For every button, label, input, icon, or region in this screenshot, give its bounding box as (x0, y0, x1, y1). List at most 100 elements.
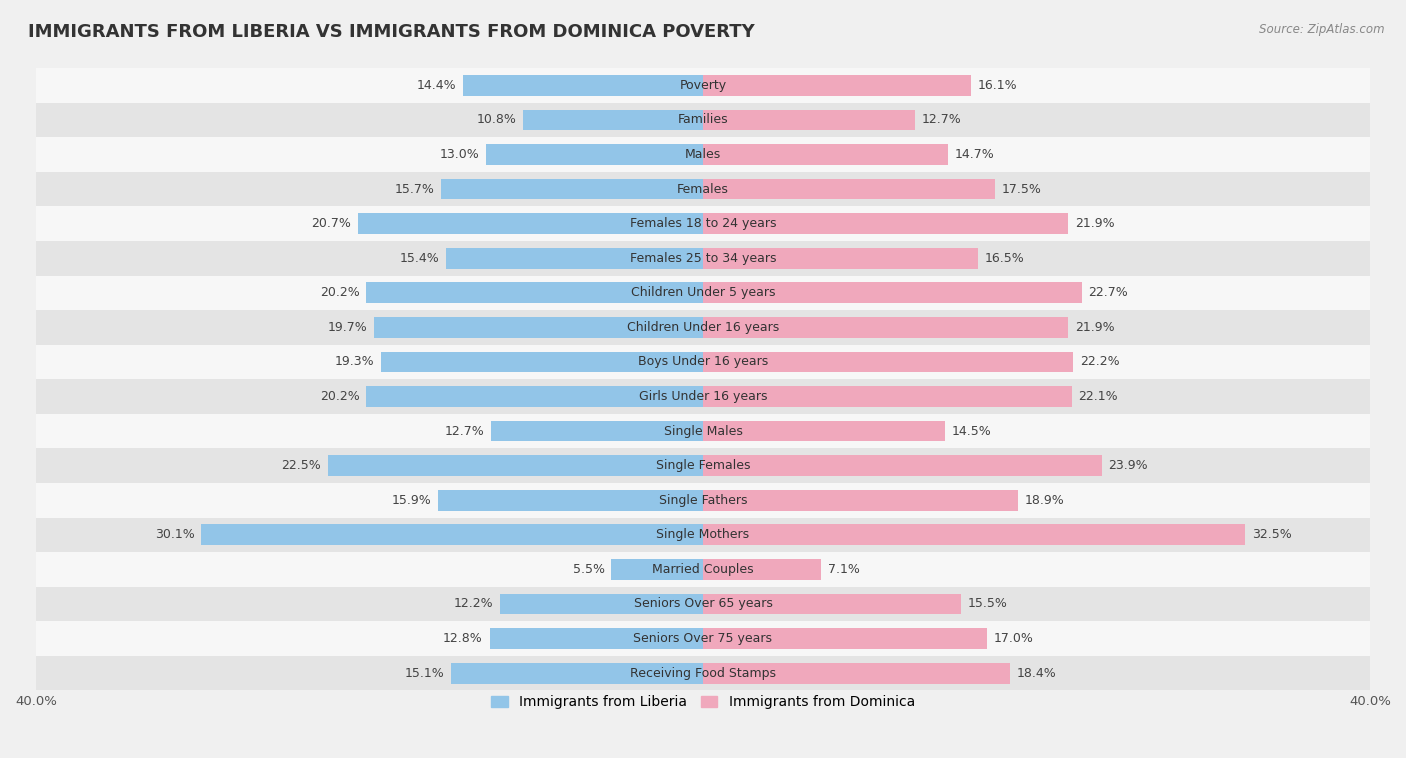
Bar (703, 179, 995, 199)
Text: Girls Under 16 years: Girls Under 16 years (638, 390, 768, 403)
Bar (37, 622, 1369, 656)
Bar (703, 248, 979, 268)
Text: 18.9%: 18.9% (1025, 493, 1064, 507)
Text: Poverty: Poverty (679, 79, 727, 92)
Text: 20.2%: 20.2% (319, 287, 360, 299)
Bar (703, 110, 915, 130)
Text: Single Males: Single Males (664, 424, 742, 437)
Bar (37, 310, 1369, 345)
Bar (703, 594, 962, 615)
Text: 12.8%: 12.8% (443, 632, 482, 645)
Text: Receiving Food Stamps: Receiving Food Stamps (630, 666, 776, 680)
Text: 18.4%: 18.4% (1017, 666, 1056, 680)
Bar (37, 172, 1369, 206)
Bar (37, 68, 1369, 102)
Bar (703, 628, 987, 649)
Bar (366, 283, 703, 303)
Text: 19.3%: 19.3% (335, 356, 374, 368)
Bar (523, 110, 703, 130)
Bar (463, 75, 703, 96)
Text: Single Fathers: Single Fathers (659, 493, 747, 507)
Bar (703, 75, 972, 96)
Text: 21.9%: 21.9% (1076, 321, 1115, 334)
Text: Children Under 5 years: Children Under 5 years (631, 287, 775, 299)
Bar (491, 421, 703, 441)
Text: Males: Males (685, 148, 721, 161)
Bar (703, 386, 1071, 407)
Text: 16.5%: 16.5% (984, 252, 1025, 265)
Bar (703, 525, 1244, 545)
Text: 12.7%: 12.7% (921, 114, 962, 127)
Text: IMMIGRANTS FROM LIBERIA VS IMMIGRANTS FROM DOMINICA POVERTY: IMMIGRANTS FROM LIBERIA VS IMMIGRANTS FR… (28, 23, 755, 41)
Bar (37, 414, 1369, 449)
Bar (37, 345, 1369, 379)
Text: Seniors Over 75 years: Seniors Over 75 years (634, 632, 772, 645)
Bar (703, 213, 1069, 234)
Bar (703, 559, 821, 580)
Text: Females: Females (678, 183, 728, 196)
Bar (703, 662, 1010, 684)
Text: Females 25 to 34 years: Females 25 to 34 years (630, 252, 776, 265)
Text: 16.1%: 16.1% (979, 79, 1018, 92)
Text: 14.5%: 14.5% (952, 424, 991, 437)
Text: 15.1%: 15.1% (405, 666, 444, 680)
Text: 22.2%: 22.2% (1080, 356, 1119, 368)
Text: 12.2%: 12.2% (453, 597, 494, 610)
Text: 15.4%: 15.4% (399, 252, 440, 265)
Bar (37, 137, 1369, 172)
Text: 12.7%: 12.7% (444, 424, 485, 437)
Bar (37, 449, 1369, 483)
Bar (446, 248, 703, 268)
Text: 15.5%: 15.5% (969, 597, 1008, 610)
Text: 20.7%: 20.7% (311, 217, 352, 230)
Bar (441, 179, 703, 199)
Text: 7.1%: 7.1% (828, 563, 860, 576)
Bar (37, 102, 1369, 137)
Text: 19.7%: 19.7% (328, 321, 368, 334)
Text: 10.8%: 10.8% (477, 114, 516, 127)
Text: Families: Families (678, 114, 728, 127)
Text: 15.9%: 15.9% (391, 493, 432, 507)
Bar (37, 518, 1369, 552)
Bar (612, 559, 703, 580)
Bar (381, 352, 703, 372)
Text: 23.9%: 23.9% (1108, 459, 1147, 472)
Text: Children Under 16 years: Children Under 16 years (627, 321, 779, 334)
Bar (328, 456, 703, 476)
Bar (37, 483, 1369, 518)
Text: 22.5%: 22.5% (281, 459, 321, 472)
Text: 17.0%: 17.0% (993, 632, 1033, 645)
Text: Single Mothers: Single Mothers (657, 528, 749, 541)
Bar (366, 386, 703, 407)
Bar (37, 241, 1369, 275)
Bar (37, 275, 1369, 310)
Bar (37, 379, 1369, 414)
Text: 15.7%: 15.7% (395, 183, 434, 196)
Text: 22.1%: 22.1% (1078, 390, 1118, 403)
Bar (37, 656, 1369, 691)
Text: 21.9%: 21.9% (1076, 217, 1115, 230)
Text: Boys Under 16 years: Boys Under 16 years (638, 356, 768, 368)
Text: Single Females: Single Females (655, 459, 751, 472)
Bar (703, 490, 1018, 511)
Text: 14.4%: 14.4% (416, 79, 456, 92)
Text: 30.1%: 30.1% (155, 528, 194, 541)
Bar (703, 421, 945, 441)
Bar (703, 283, 1081, 303)
Bar (374, 317, 703, 338)
Text: Source: ZipAtlas.com: Source: ZipAtlas.com (1260, 23, 1385, 36)
Bar (703, 456, 1101, 476)
Text: 20.2%: 20.2% (319, 390, 360, 403)
Text: Married Couples: Married Couples (652, 563, 754, 576)
Bar (37, 206, 1369, 241)
Bar (489, 628, 703, 649)
Bar (37, 552, 1369, 587)
Text: Females 18 to 24 years: Females 18 to 24 years (630, 217, 776, 230)
Legend: Immigrants from Liberia, Immigrants from Dominica: Immigrants from Liberia, Immigrants from… (485, 690, 921, 715)
Text: Seniors Over 65 years: Seniors Over 65 years (634, 597, 772, 610)
Bar (451, 662, 703, 684)
Text: 13.0%: 13.0% (440, 148, 479, 161)
Bar (703, 144, 948, 165)
Text: 32.5%: 32.5% (1251, 528, 1291, 541)
Bar (201, 525, 703, 545)
